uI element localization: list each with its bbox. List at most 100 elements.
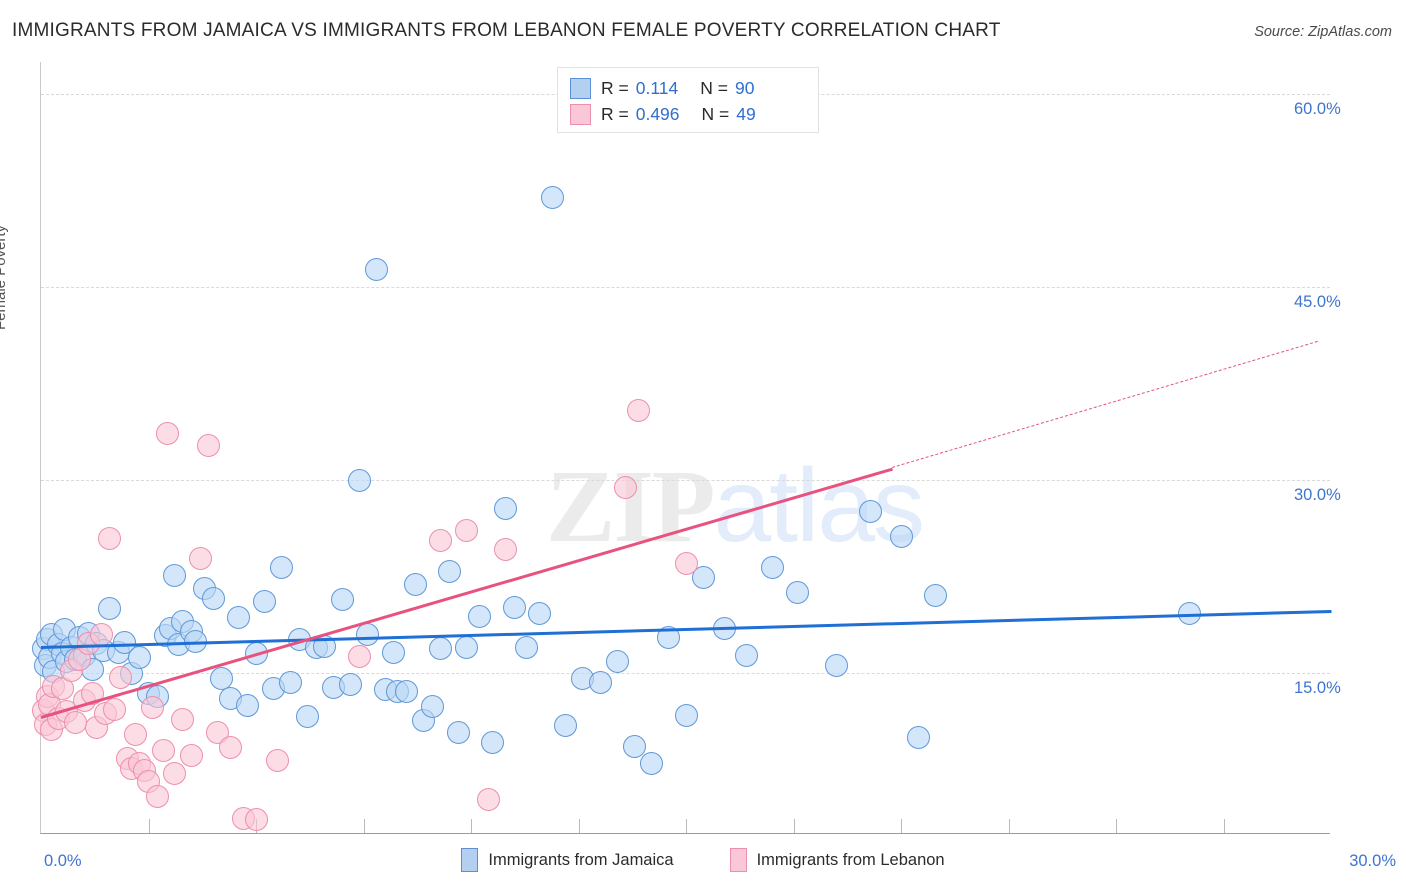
scatter-point[interactable] bbox=[760, 556, 784, 580]
scatter-point[interactable] bbox=[588, 670, 612, 694]
scatter-point[interactable] bbox=[382, 641, 406, 665]
scatter-point[interactable] bbox=[515, 635, 539, 659]
scatter-point[interactable] bbox=[541, 185, 565, 209]
scatter-point[interactable] bbox=[124, 723, 148, 747]
n-value-lebanon: 49 bbox=[736, 103, 756, 124]
scatter-point[interactable] bbox=[218, 736, 242, 760]
scatter-point[interactable] bbox=[429, 637, 453, 661]
scatter-point[interactable] bbox=[429, 529, 453, 553]
scatter-point[interactable] bbox=[481, 731, 504, 755]
scatter-point[interactable] bbox=[446, 720, 470, 744]
x-axis-tick-mark bbox=[901, 819, 902, 833]
scatter-point[interactable] bbox=[330, 588, 354, 612]
scatter-point[interactable] bbox=[235, 693, 259, 717]
scatter-point[interactable] bbox=[109, 665, 133, 689]
scatter-point[interactable] bbox=[476, 787, 500, 811]
scatter-point[interactable] bbox=[528, 602, 552, 626]
x-axis-tick-mark bbox=[793, 819, 795, 833]
scatter-point[interactable] bbox=[347, 644, 371, 668]
page-title: IMMIGRANTS FROM JAMAICA VS IMMIGRANTS FR… bbox=[12, 20, 1001, 41]
scatter-point[interactable] bbox=[622, 735, 646, 758]
scatter-point[interactable] bbox=[347, 468, 371, 492]
scatter-point[interactable] bbox=[455, 635, 479, 659]
scatter-point[interactable] bbox=[184, 629, 208, 653]
scatter-point[interactable] bbox=[906, 726, 930, 749]
scatter-point[interactable] bbox=[674, 704, 698, 728]
scatter-point[interactable] bbox=[162, 563, 186, 587]
scatter-point[interactable] bbox=[786, 580, 810, 604]
scatter-point[interactable] bbox=[180, 744, 203, 767]
scatter-point[interactable] bbox=[627, 399, 651, 423]
legend-swatch-lebanon bbox=[570, 103, 591, 125]
scatter-point[interactable] bbox=[253, 589, 277, 613]
scatter-point[interactable] bbox=[825, 653, 848, 677]
n-value-jamaica: 90 bbox=[734, 77, 755, 98]
scatter-point[interactable] bbox=[364, 257, 388, 281]
series-legend-item-jamaica[interactable]: Immigrants from Jamaica bbox=[461, 848, 674, 872]
x-axis-tick-mark bbox=[1008, 819, 1010, 833]
scatter-point[interactable] bbox=[210, 666, 234, 690]
scatter-point[interactable] bbox=[152, 738, 176, 762]
y-axis-tick-label: 60.0% bbox=[1294, 100, 1341, 119]
scatter-point[interactable] bbox=[266, 749, 289, 773]
scatter-point[interactable] bbox=[98, 597, 122, 621]
scatter-point[interactable] bbox=[313, 634, 337, 658]
scatter-point[interactable] bbox=[63, 710, 87, 734]
scatter-point[interactable] bbox=[554, 714, 578, 738]
scatter-point[interactable] bbox=[128, 646, 152, 670]
scatter-point[interactable] bbox=[493, 538, 517, 562]
scatter-point[interactable] bbox=[171, 707, 195, 731]
scatter-point[interactable] bbox=[859, 499, 883, 523]
series-legend-item-lebanon[interactable]: Immigrants from Lebanon bbox=[729, 848, 945, 872]
scatter-point[interactable] bbox=[102, 697, 126, 721]
scatter-point[interactable] bbox=[356, 623, 380, 647]
scatter-point[interactable] bbox=[605, 650, 629, 674]
scatter-point[interactable] bbox=[614, 476, 638, 500]
n-label-jamaica: N = bbox=[700, 77, 728, 98]
scatter-point[interactable] bbox=[113, 630, 137, 654]
scatter-point[interactable] bbox=[201, 587, 225, 611]
scatter-point[interactable] bbox=[420, 695, 444, 719]
plot-area: ZIPatlas bbox=[31, 62, 1332, 834]
scatter-point[interactable] bbox=[296, 705, 320, 729]
scatter-point[interactable] bbox=[244, 642, 268, 666]
scatter-point[interactable] bbox=[244, 808, 268, 832]
scatter-point[interactable] bbox=[640, 751, 664, 775]
watermark-zip: ZIP bbox=[546, 449, 715, 564]
scatter-point[interactable] bbox=[1177, 602, 1201, 626]
x-axis-tick-mark bbox=[471, 819, 472, 833]
scatter-point[interactable] bbox=[141, 696, 165, 720]
scatter-point[interactable] bbox=[81, 682, 105, 706]
series-swatch-lebanon bbox=[729, 848, 747, 872]
scatter-point[interactable] bbox=[339, 673, 363, 697]
scatter-point[interactable] bbox=[468, 605, 492, 629]
scatter-point[interactable] bbox=[278, 670, 302, 694]
stats-legend-row-jamaica: R = 0.114 N = 90 bbox=[570, 75, 808, 101]
scatter-point[interactable] bbox=[98, 526, 122, 550]
scatter-point[interactable] bbox=[162, 762, 186, 786]
scatter-point[interactable] bbox=[889, 525, 913, 549]
scatter-point[interactable] bbox=[674, 552, 698, 576]
scatter-point[interactable] bbox=[403, 572, 427, 596]
scatter-point[interactable] bbox=[227, 606, 251, 630]
scatter-point[interactable] bbox=[713, 616, 737, 640]
x-axis-tick-mark bbox=[1116, 819, 1117, 833]
scatter-point[interactable] bbox=[455, 518, 479, 542]
scatter-point[interactable] bbox=[691, 566, 715, 590]
scatter-point[interactable] bbox=[502, 596, 526, 620]
gridline bbox=[41, 480, 1330, 482]
scatter-point[interactable] bbox=[188, 547, 212, 571]
scatter-point[interactable] bbox=[657, 625, 681, 649]
scatter-point[interactable] bbox=[493, 496, 517, 520]
scatter-point[interactable] bbox=[395, 679, 418, 703]
scatter-point[interactable] bbox=[145, 785, 169, 809]
scatter-point[interactable] bbox=[270, 556, 294, 580]
scatter-point[interactable] bbox=[156, 422, 180, 446]
scatter-point[interactable] bbox=[438, 560, 461, 584]
series-legend: Immigrants from Jamaica Immigrants from … bbox=[0, 848, 1406, 872]
scatter-point[interactable] bbox=[197, 433, 221, 457]
scatter-point[interactable] bbox=[923, 584, 947, 608]
scatter-point[interactable] bbox=[89, 623, 113, 647]
scatter-point[interactable] bbox=[734, 643, 758, 667]
